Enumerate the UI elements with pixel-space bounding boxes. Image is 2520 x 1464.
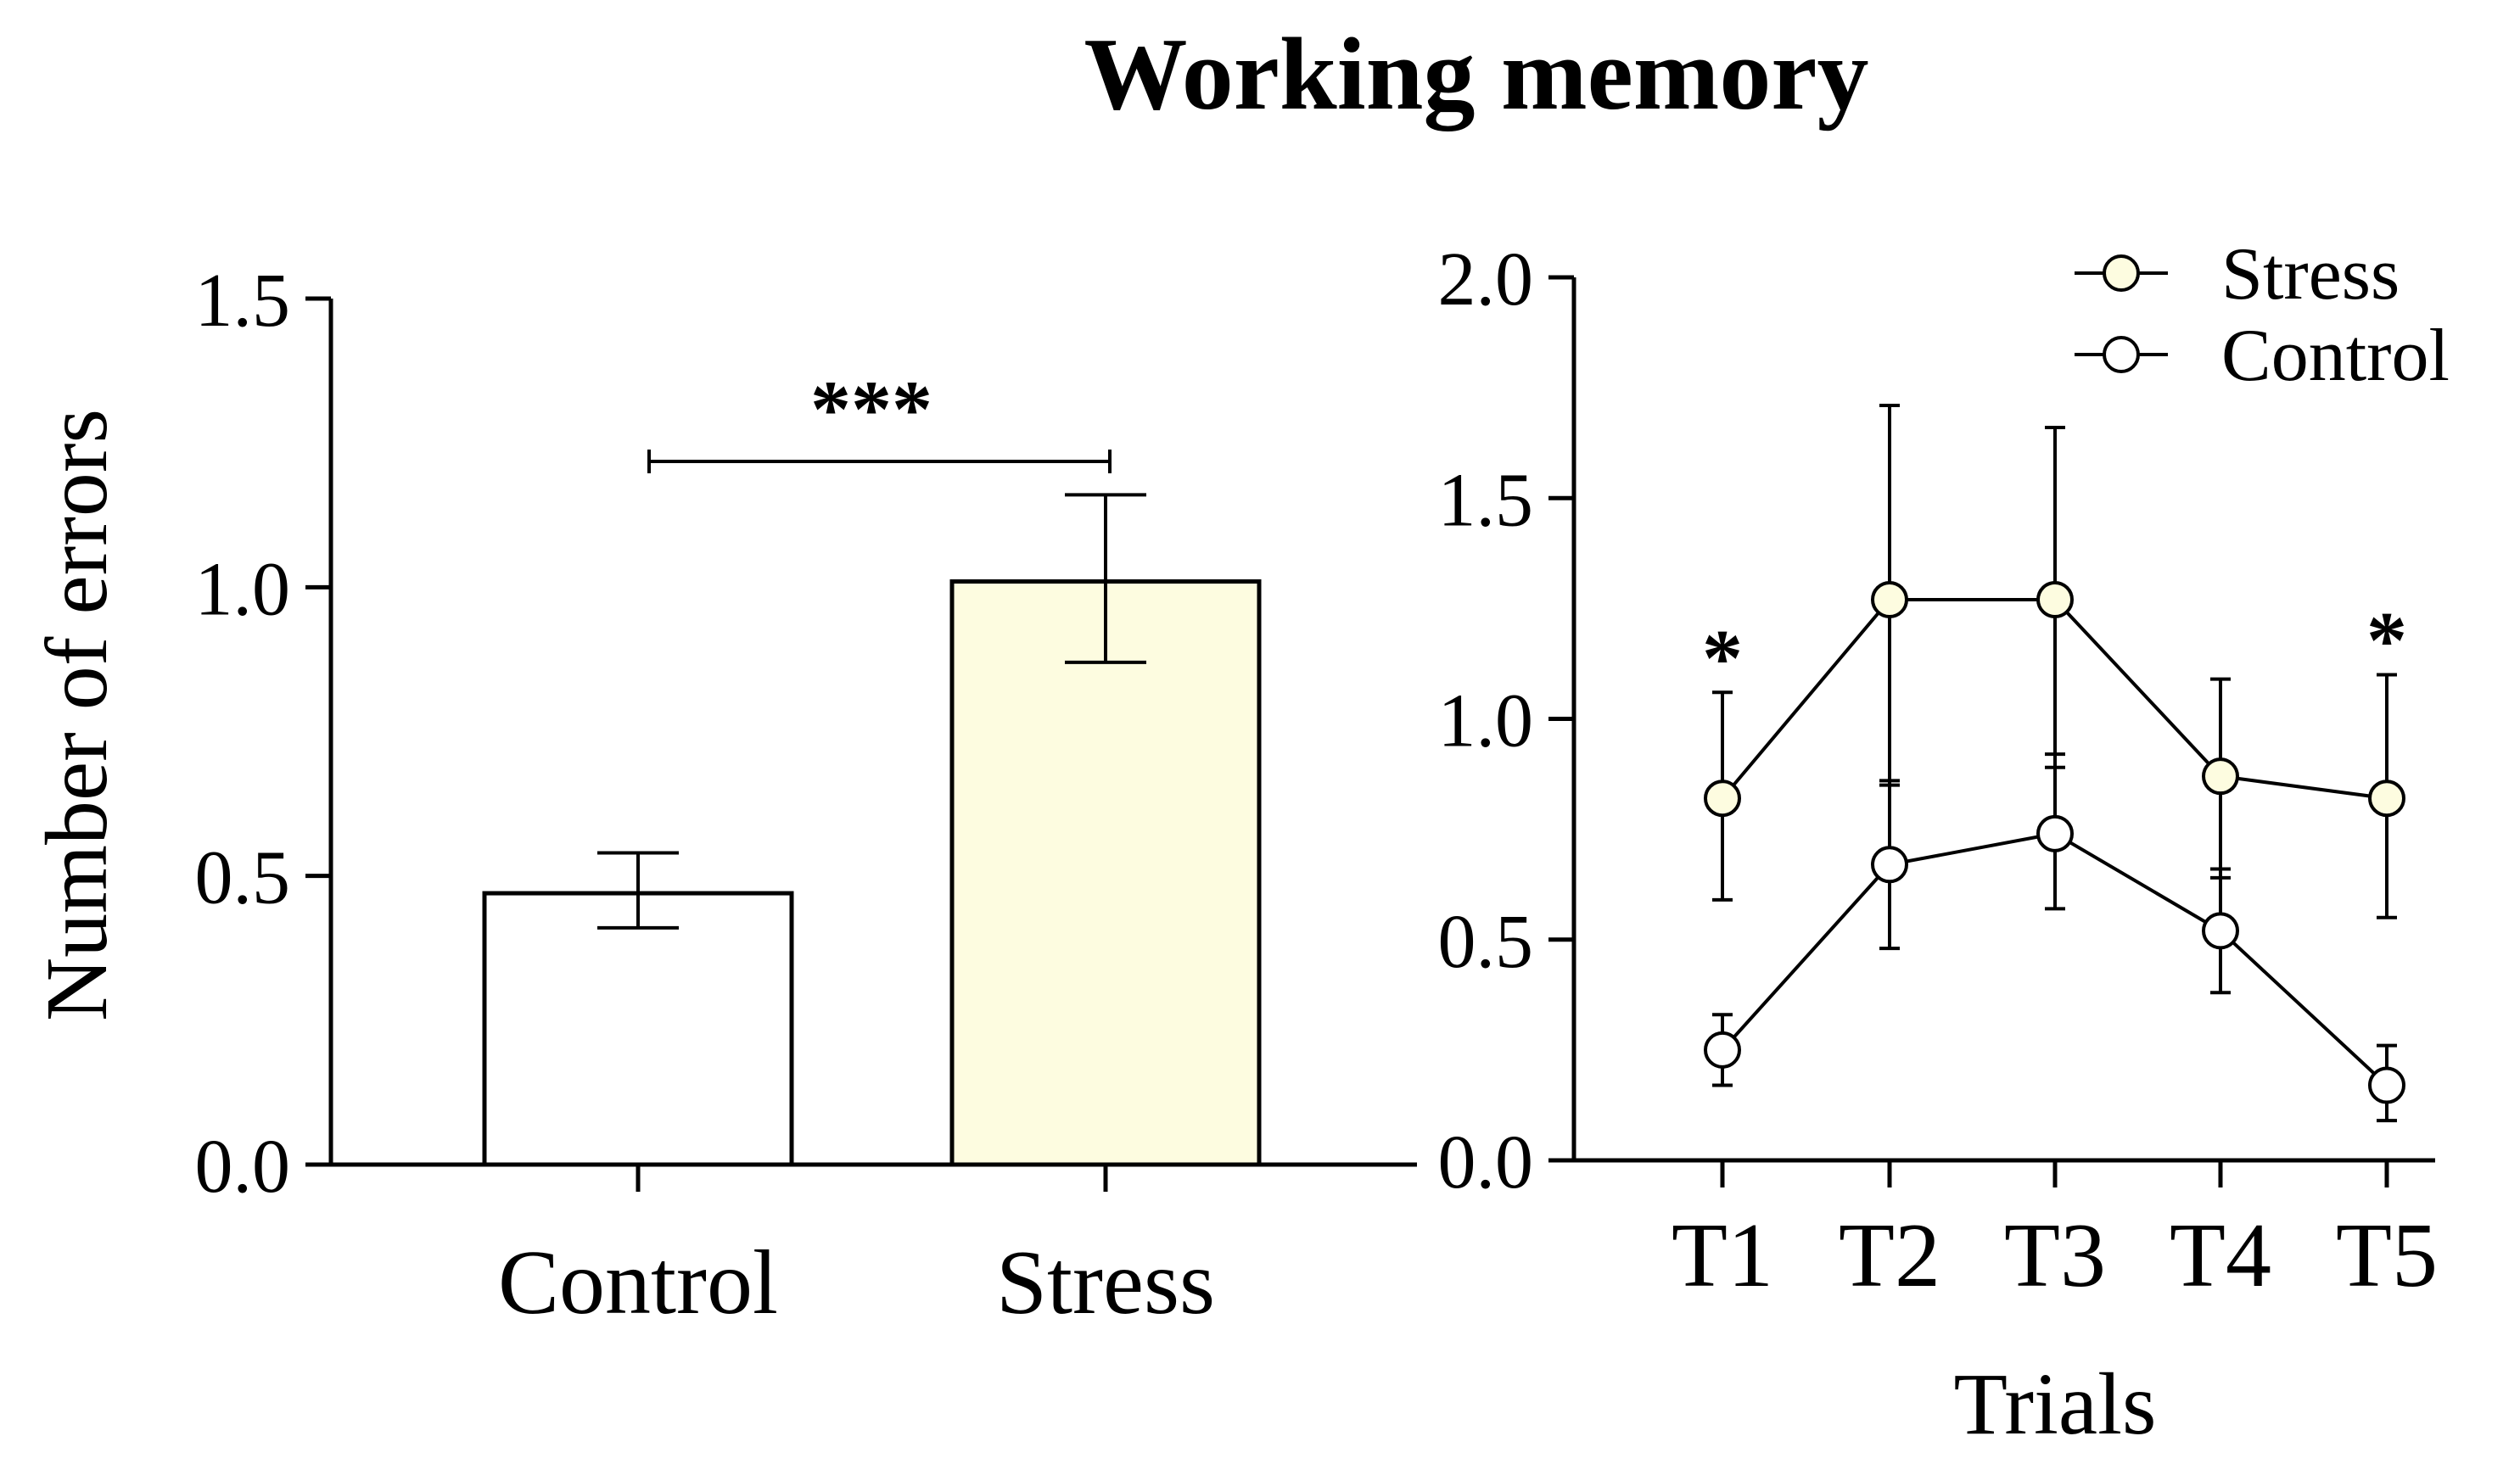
data-point-stress-t3: [2036, 580, 2074, 618]
significance-star-t5: *: [2366, 595, 2407, 685]
significance-label: ***: [810, 364, 932, 455]
line-chart-y-tick-label: 0.0: [1438, 1120, 1534, 1204]
data-point-control-t1: [1704, 1031, 1741, 1069]
legend-marker-stress: [2103, 254, 2140, 292]
figure-title: Working memory: [1084, 17, 1868, 131]
data-point-control-t5: [2368, 1066, 2405, 1104]
bar-chart-y-tick-label: 0.5: [195, 836, 291, 920]
legend-label-stress: Stress: [2221, 233, 2400, 316]
line-chart-category-label: T4: [2170, 1205, 2271, 1306]
bar-control: [482, 891, 794, 1167]
data-point-stress-t5: [2368, 779, 2405, 818]
data-point-stress-t1: [1704, 779, 1741, 818]
line-chart-y-tick-label: 0.5: [1438, 900, 1534, 984]
significance-star-t1: *: [1702, 612, 1743, 703]
bar-chart-errors: Number of errors 0.0 0.5 1.0 1.5 Control Stre…: [28, 259, 1417, 1333]
legend-marker-control: [2103, 336, 2140, 373]
line-chart-category-label: T3: [2004, 1205, 2106, 1306]
bar-chart-category-label: Control: [498, 1232, 778, 1333]
data-point-stress-t4: [2202, 757, 2239, 796]
data-point-control-t3: [2036, 814, 2074, 852]
line-chart-y-tick-label: 1.0: [1438, 679, 1534, 763]
line-chart-category-label: T2: [1839, 1205, 1940, 1306]
bar-chart-y-tick-label: 0.0: [195, 1125, 291, 1209]
bar-chart-category-label: Stress: [996, 1232, 1215, 1333]
line-chart-x-axis-label: Trials: [1954, 1355, 2157, 1453]
bar-chart-y-axis-label: Number of errors: [28, 409, 126, 1021]
bar-chart-y-tick-label: 1.0: [195, 547, 291, 631]
bar-chart-y-tick-label: 1.5: [195, 259, 291, 343]
data-point-control-t4: [2202, 912, 2239, 950]
bar-stress: [949, 579, 1262, 1167]
line-chart-y-tick-label: 1.5: [1438, 458, 1534, 542]
legend-label-control: Control: [2221, 315, 2450, 397]
line-chart-category-label: T5: [2336, 1205, 2438, 1306]
line-chart-y-tick-label: 2.0: [1438, 237, 1534, 321]
data-point-control-t2: [1871, 846, 1908, 884]
line-chart-category-label: T1: [1672, 1205, 1773, 1306]
data-point-stress-t2: [1871, 580, 1908, 618]
